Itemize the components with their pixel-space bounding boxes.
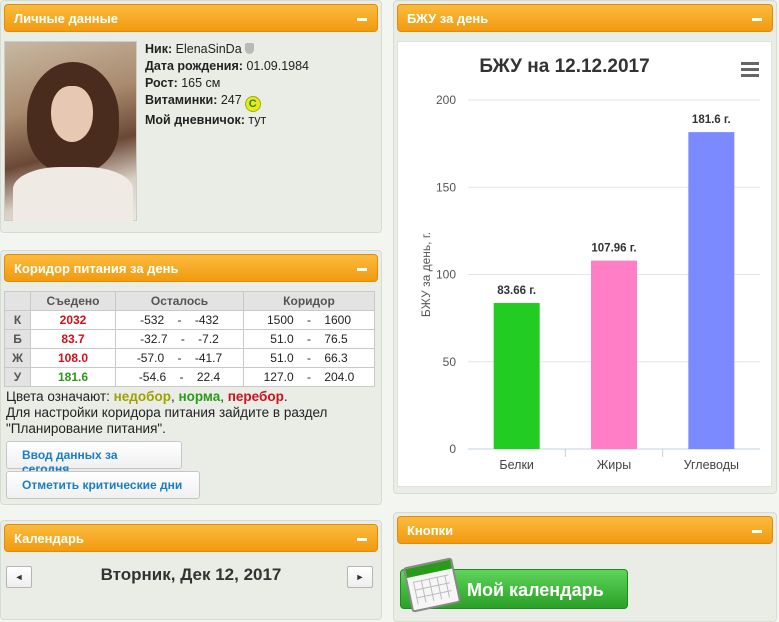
eaten-value: 2032 <box>30 310 116 330</box>
badge-icon <box>244 43 254 54</box>
y-tick-label: 200 <box>436 93 456 107</box>
height-label: Рост: <box>145 76 178 90</box>
buttons-panel: Кнопки Мой календарь <box>393 512 777 622</box>
data-label: 107.96 г. <box>591 243 636 255</box>
profile-info: Ник: ElenaSinDa Дата рождения: 01.09.198… <box>145 41 309 129</box>
minimize-icon[interactable] <box>356 12 368 24</box>
left-value: -57.0 - -41.7 <box>115 348 244 368</box>
corridor-panel: Коридор питания за день Съедено Осталось… <box>0 250 382 505</box>
my-calendar-label: Мой календарь <box>467 580 604 600</box>
left-value: -32.7 - -7.2 <box>115 329 244 349</box>
eaten-value: 181.6 <box>30 367 116 387</box>
legend-prefix: Цвета означают: <box>6 389 114 404</box>
menu-icon[interactable] <box>741 62 759 77</box>
birth-label: Дата рождения: <box>145 59 243 73</box>
legend-under: недобор <box>113 389 171 404</box>
eaten-value: 108.0 <box>30 348 116 368</box>
color-legend: Цвета означают: недобор, норма, перебор.… <box>6 389 376 437</box>
calendar-icon <box>402 557 462 613</box>
corridor-value: 51.0 - 66.3 <box>243 348 375 368</box>
chart-title: БЖУ на 12.12.2017 <box>479 56 650 77</box>
minimize-icon[interactable] <box>751 524 763 536</box>
legend-norm: норма <box>178 389 221 404</box>
bju-panel: БЖУ за день БЖУ на 12.12.2017 0 50 100 150 2… <box>393 0 777 494</box>
legend-sep: , <box>220 389 228 404</box>
table-header: Коридор <box>243 291 375 311</box>
left-value: -54.6 - 22.4 <box>115 367 244 387</box>
calendar-header: Календарь <box>4 524 378 552</box>
bju-chart: БЖУ на 12.12.2017 0 50 100 150 200 БЖУ за ден… <box>397 41 772 487</box>
personal-data-panel: Личные данные Ник: ElenaSinDa Дата рожде… <box>0 0 382 233</box>
data-label: 181.6 г. <box>692 114 731 126</box>
y-axis-label: БЖУ за день, г. <box>419 232 433 317</box>
enter-today-button[interactable]: Ввод данных за сегодня <box>6 441 182 476</box>
vitamins-label: Витаминки: <box>145 93 218 107</box>
vitamin-coin-icon: С <box>244 96 261 112</box>
table-row: Б 83.7 -32.7 - -7.2 51.0 - 76.5 <box>4 329 375 349</box>
mark-critical-days-button[interactable]: Отметить критические дни <box>6 471 200 499</box>
birth-value: 01.09.1984 <box>246 59 309 73</box>
calendar-title: Календарь <box>14 531 84 546</box>
minimize-icon[interactable] <box>356 532 368 544</box>
minimize-icon[interactable] <box>751 12 763 24</box>
data-label: 83.66 г. <box>497 285 536 297</box>
table-row: К 2032 -532 - -432 1500 - 1600 <box>4 310 375 330</box>
table-header: Съедено <box>30 291 116 311</box>
row-label: У <box>4 367 31 387</box>
my-calendar-button[interactable]: Мой календарь <box>400 557 628 613</box>
calendar-panel: Календарь ◄ Вторник, Дек 12, 2017 ► <box>0 520 382 620</box>
bar <box>688 132 735 449</box>
vitamins-value: 247 <box>220 93 242 107</box>
row-label: К <box>4 310 31 330</box>
prev-day-button[interactable]: ◄ <box>6 566 32 588</box>
avatar[interactable] <box>4 41 137 222</box>
next-day-button[interactable]: ► <box>347 566 373 588</box>
legend-over: перебор <box>227 389 284 404</box>
bar <box>591 260 637 449</box>
row-label: Ж <box>4 348 31 368</box>
y-tick-label: 100 <box>436 268 456 282</box>
nick-value: ElenaSinDa <box>175 42 242 56</box>
bju-header: БЖУ за день <box>397 4 773 32</box>
calendar-date: Вторник, Дек 12, 2017 <box>100 565 282 584</box>
corridor-value: 51.0 - 76.5 <box>243 329 375 349</box>
corridor-title: Коридор питания за день <box>14 261 179 276</box>
bju-title: БЖУ за день <box>407 11 489 26</box>
minimize-icon[interactable] <box>356 262 368 274</box>
eaten-value: 83.7 <box>30 329 116 349</box>
corridor-header: Коридор питания за день <box>4 254 378 282</box>
table-row: Ж 108.0 -57.0 - -41.7 51.0 - 66.3 <box>4 348 375 368</box>
buttons-title: Кнопки <box>407 523 454 538</box>
corridor-value: 1500 - 1600 <box>243 310 375 330</box>
legend-sep: , <box>170 389 179 404</box>
row-label: Б <box>4 329 31 349</box>
left-value: -532 - -432 <box>115 310 244 330</box>
nick-label: Ник: <box>145 42 173 56</box>
height-value: 165 см <box>181 76 221 90</box>
table-row: У 181.6 -54.6 - 22.4 127.0 - 204.0 <box>4 367 375 387</box>
corridor-hint: Для настройки коридора питания зайдите в… <box>6 405 328 436</box>
y-tick-label: 50 <box>443 355 457 369</box>
y-tick-label: 150 <box>436 180 456 194</box>
diary-label: Мой дневничок: <box>145 113 245 127</box>
corridor-table: Съедено Осталось Коридор К 2032 -532 - -… <box>4 291 375 387</box>
bar <box>493 303 540 449</box>
x-tick-label: Жиры <box>597 458 631 472</box>
x-tick-label: Белки <box>499 458 534 472</box>
diary-link[interactable]: тут <box>248 113 267 127</box>
x-tick-label: Углеводы <box>684 458 739 472</box>
personal-data-header: Личные данные <box>4 4 378 32</box>
table-header: Осталось <box>115 291 244 311</box>
personal-data-title: Личные данные <box>14 11 118 26</box>
corridor-value: 127.0 - 204.0 <box>243 367 375 387</box>
table-header <box>4 291 31 311</box>
legend-end: . <box>283 389 288 404</box>
bar-chart-svg: 0 50 100 150 200 БЖУ за день, г. 83.66 г. Белки… <box>419 93 760 472</box>
y-tick-label: 0 <box>449 442 456 456</box>
buttons-header: Кнопки <box>397 516 773 544</box>
